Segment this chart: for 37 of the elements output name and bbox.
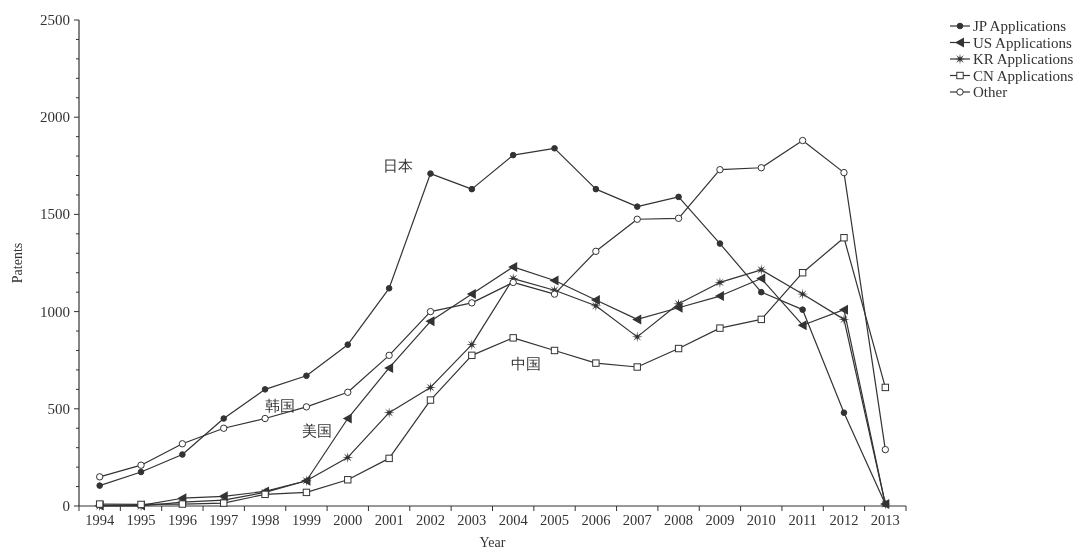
x-tick-label: 2009 [705,512,735,528]
x-axis-title: Year [479,535,506,550]
x-tick-label: 2006 [581,512,611,528]
annotation: 美国 [302,423,333,440]
x-tick-label: 1997 [209,512,239,528]
y-tick-label: 0 [62,498,70,514]
legend-label: JP Applications [973,18,1067,34]
x-tick-label: 2012 [829,512,859,528]
x-tick-label: 2011 [788,512,817,528]
y-tick-label: 1500 [40,206,70,223]
x-tick-label: 2008 [664,512,694,528]
legend-label: KR Applications [973,51,1074,67]
legend-label: CN Applications [973,67,1074,84]
x-tick-label: 1999 [291,512,321,528]
annotation: 中国 [511,356,542,373]
x-tick-label: 2007 [622,512,652,528]
legend-label: Other [973,84,1008,100]
x-tick-label: 1995 [126,512,156,528]
x-tick-label: 2013 [870,512,900,528]
x-tick-label: 1996 [167,512,197,528]
y-tick-label: 2500 [40,12,70,28]
x-tick-label: 1994 [85,512,115,528]
x-tick-label: 2002 [415,512,445,528]
x-tick-label: 2010 [746,512,776,528]
x-tick-label: 2005 [540,512,570,528]
y-axis-title: Patents [10,242,25,284]
y-tick-label: 1000 [40,303,70,320]
x-tick-label: 2001 [374,512,404,528]
y-tick-label: 500 [47,400,70,417]
annotation: 韩国 [265,397,296,414]
y-tick-label: 2000 [40,109,70,126]
x-tick-label: 2003 [457,512,487,528]
legend-label: US Applications [973,34,1072,51]
x-tick-label: 2004 [498,512,529,528]
x-tick-label: 2000 [333,512,363,528]
x-tick-label: 1998 [250,512,280,528]
annotation: 日本 [382,157,413,174]
